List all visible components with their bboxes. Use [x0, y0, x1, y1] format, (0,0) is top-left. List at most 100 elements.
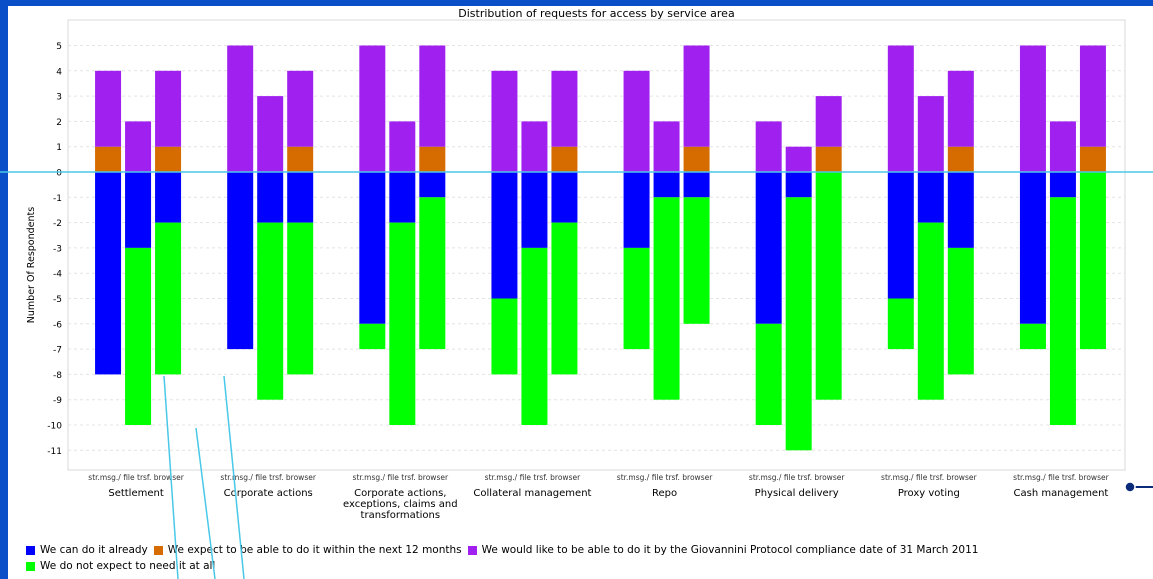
subcategory-labels: str.msg./ file trsf. browser	[1013, 473, 1109, 482]
bar-no-need	[389, 222, 416, 425]
bar-no-need	[125, 247, 152, 425]
bar-no-need	[521, 247, 548, 425]
bar-would-like	[155, 70, 182, 147]
bar-can-do	[257, 172, 284, 223]
bar-no-need	[683, 197, 710, 324]
subcategory-labels: str.msg./ file trsf. browser	[749, 473, 845, 482]
chart-canvas: Distribution of requests for access by s…	[26, 7, 1126, 521]
bar-can-do	[947, 172, 974, 248]
bar-expect	[419, 146, 446, 172]
legend-swatch-blue	[26, 545, 35, 555]
bar-would-like	[947, 70, 974, 147]
legend-swatch-purple	[467, 545, 477, 555]
subcategory-labels: str.msg./ file trsf. browser	[88, 473, 184, 482]
bar-no-need	[287, 222, 314, 375]
bar-would-like	[227, 45, 254, 172]
bar-no-need	[887, 298, 914, 350]
bar-would-like	[257, 96, 284, 172]
bar-would-like	[653, 121, 680, 172]
bar-can-do	[1019, 172, 1046, 324]
bar-can-do	[1049, 172, 1076, 198]
bar-would-like	[125, 121, 152, 172]
subcategory-labels: str.msg./ file trsf. browser	[220, 473, 316, 482]
chart-title: Distribution of requests for access by s…	[458, 7, 734, 20]
legend-row-2: We do not expect to need it at all	[26, 560, 221, 572]
bar-would-like	[815, 96, 842, 147]
bar-expect	[287, 146, 314, 172]
group-label: transformations	[361, 510, 441, 521]
bar-would-like	[389, 121, 416, 172]
bar-no-need	[257, 222, 284, 400]
bar-can-do	[917, 172, 944, 223]
chart-panel: Distribution of requests for access by s…	[8, 6, 1153, 579]
y-tick-label: -5	[53, 295, 62, 305]
bar-would-like	[419, 45, 446, 147]
bar-expect	[95, 146, 122, 172]
bar-can-do	[653, 172, 680, 198]
bar-can-do	[389, 172, 416, 223]
legend-item-expect: We expect to be able to do it within the…	[153, 544, 462, 556]
bar-can-do	[521, 172, 548, 248]
bar-would-like	[683, 45, 710, 147]
bar-expect	[551, 146, 578, 172]
legend-item-would-like: We would like to be able to do it by the…	[467, 544, 978, 556]
bar-no-need	[551, 222, 578, 375]
bar-can-do	[359, 172, 386, 324]
y-tick-label: -3	[53, 244, 62, 254]
bar-can-do	[551, 172, 578, 223]
bar-can-do	[125, 172, 152, 248]
legend-label: We do not expect to need it at all	[40, 560, 216, 572]
y-axis-label: Number Of Respondents	[26, 207, 37, 323]
group-label: Physical delivery	[755, 488, 839, 499]
y-tick-label: 3	[56, 93, 62, 103]
bar-can-do	[491, 172, 518, 299]
bar-can-do	[785, 172, 812, 198]
legend-swatch-orange	[153, 545, 163, 555]
bar-would-like	[551, 70, 578, 147]
subcategory-labels: str.msg./ file trsf. browser	[881, 473, 977, 482]
bar-can-do	[419, 172, 446, 198]
y-tick-label: -4	[53, 270, 62, 280]
y-tick-label: -8	[53, 371, 62, 381]
bar-no-need	[755, 323, 782, 425]
legend-swatch-green	[26, 561, 35, 571]
y-tick-label: -7	[53, 346, 62, 356]
legend-row-1: We can do it already We expect to be abl…	[26, 544, 984, 556]
y-tick-label: -2	[53, 219, 62, 229]
bar-would-like	[95, 70, 122, 147]
bar-would-like	[491, 70, 518, 172]
bar-expect	[947, 146, 974, 172]
bar-can-do	[887, 172, 914, 299]
bar-can-do	[95, 172, 122, 375]
bar-expect	[815, 146, 842, 172]
group-label: exceptions, claims and	[343, 499, 458, 510]
subcategory-labels: str.msg./ file trsf. browser	[617, 473, 713, 482]
bar-no-need	[419, 197, 446, 350]
bar-expect	[155, 146, 182, 172]
group-label: Collateral management	[473, 488, 591, 499]
legend-label: We expect to be able to do it within the…	[167, 544, 462, 556]
y-tick-label: -1	[53, 194, 62, 204]
bar-can-do	[623, 172, 650, 248]
bar-no-need	[623, 247, 650, 350]
bar-no-need	[1049, 197, 1076, 425]
bar-would-like	[887, 45, 914, 172]
group-label: Corporate actions,	[354, 488, 446, 499]
y-tick-label: -9	[53, 396, 62, 406]
bar-would-like	[359, 45, 386, 172]
bar-expect	[683, 146, 710, 172]
bar-would-like	[623, 70, 650, 172]
bar-can-do	[155, 172, 182, 223]
y-tick-label: -11	[47, 447, 62, 457]
bar-no-need	[1079, 172, 1106, 350]
y-tick-label: 5	[56, 42, 62, 52]
bar-would-like	[785, 146, 812, 172]
bar-no-need	[815, 172, 842, 400]
bar-can-do	[227, 172, 254, 350]
y-tick-label: -6	[53, 320, 62, 330]
subcategory-labels: str.msg./ file trsf. browser	[485, 473, 581, 482]
bar-no-need	[947, 247, 974, 375]
bar-no-need	[491, 298, 518, 375]
legend-label: We can do it already	[40, 544, 148, 556]
legend-item-no-need: We do not expect to need it at all	[26, 560, 215, 572]
